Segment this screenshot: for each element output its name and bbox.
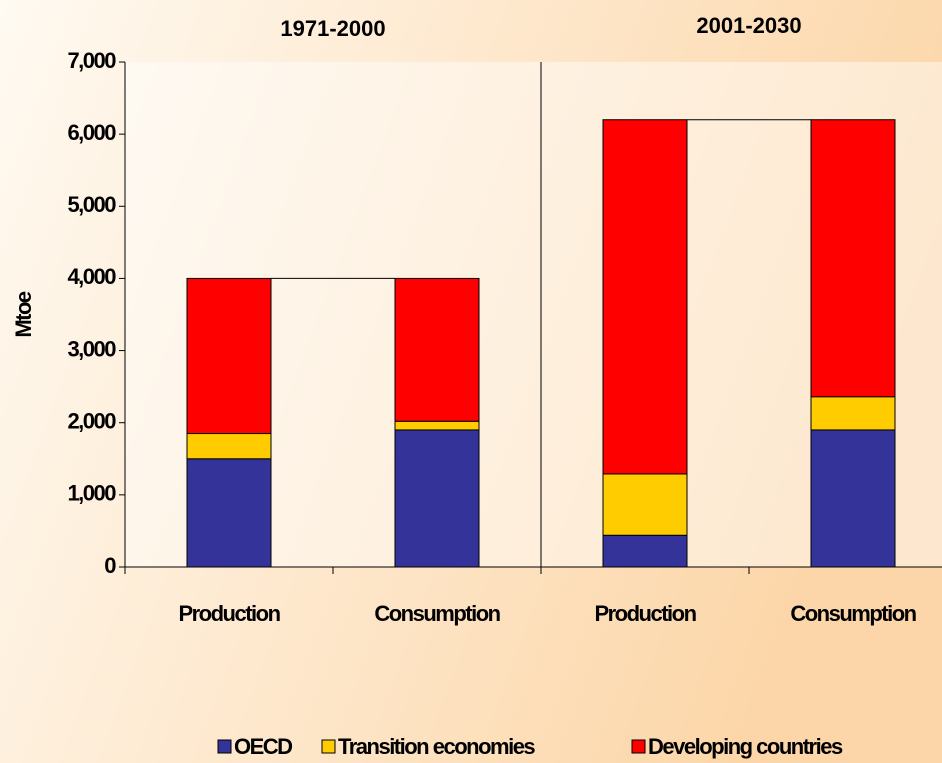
bar-segment — [602, 473, 688, 536]
y-tick-label: 1,000 — [67, 481, 116, 506]
bar-segment — [810, 396, 896, 431]
y-tick-label: 5,000 — [67, 192, 116, 217]
x-tick-label: Production — [178, 601, 280, 626]
y-tick-label: 2,000 — [67, 409, 116, 434]
legend-label: Transition economies — [338, 734, 535, 759]
bar-segment — [394, 429, 480, 568]
x-tick-label: Consumption — [374, 601, 500, 626]
bar-segment — [394, 420, 480, 431]
y-tick-label: 4,000 — [67, 264, 116, 289]
group-label: 1971-2000 — [280, 16, 385, 41]
bar-segment — [186, 458, 272, 568]
bar-segment — [186, 433, 272, 460]
group-label: 2001-2030 — [696, 13, 801, 38]
y-axis-label: Mtoe — [11, 291, 36, 338]
legend-label: Developing countries — [648, 734, 843, 759]
x-tick-label: Consumption — [790, 601, 916, 626]
legend-label: OECD — [234, 734, 292, 759]
y-tick-label: 3,000 — [67, 336, 116, 361]
bar-segment — [602, 119, 688, 475]
bar-segment — [186, 277, 272, 435]
y-tick-label: 6,000 — [67, 120, 116, 145]
bar-segment — [810, 119, 896, 398]
legend-swatch — [217, 739, 232, 754]
legend-swatch — [631, 739, 646, 754]
legend-swatch — [321, 739, 336, 754]
y-tick-label: 0 — [104, 553, 116, 578]
x-tick-label: Production — [594, 601, 696, 626]
bar-segment — [394, 277, 480, 422]
bar-segment — [602, 534, 688, 568]
bar-segment — [810, 429, 896, 568]
y-tick-label: 7,000 — [67, 48, 116, 73]
